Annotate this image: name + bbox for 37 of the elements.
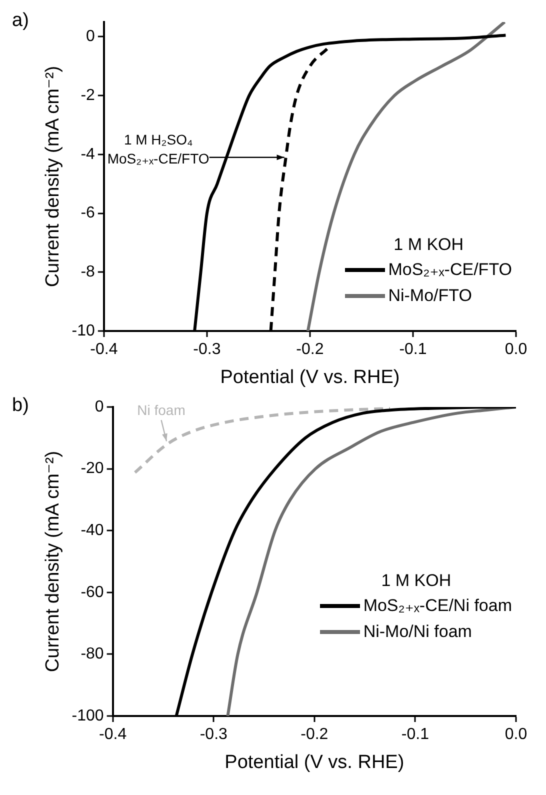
y-tick-label: -40	[80, 522, 104, 540]
y-tick-label: -8	[80, 264, 96, 281]
x-axis-title: Potential (V vs. RHE)	[224, 752, 404, 773]
legend-label: MoS₂₊ₓ-CE/FTO	[388, 260, 512, 280]
x-tick-label: 0.0	[504, 341, 528, 358]
line-series	[226, 407, 516, 716]
x-tick-label: -0.4	[90, 341, 118, 358]
x-tick-label: -0.2	[300, 726, 328, 744]
annotation: 1 M H₂SO₄ MoS₂₊ₓ-CE/FTO	[107, 130, 210, 169]
chart-title: a)	[12, 10, 29, 32]
x-tick-label: -0.1	[399, 341, 427, 358]
x-tick-label: -0.2	[296, 341, 324, 358]
x-tick-label: -0.3	[200, 726, 228, 744]
x-tick-label: -0.4	[99, 726, 127, 744]
x-tick-label: -0.1	[401, 726, 430, 744]
legend-title: 1 M KOH	[380, 570, 452, 591]
y-tick-label: 0	[94, 398, 104, 416]
legend-label: MoS₂₊ₓ-CE/Ni foam	[363, 596, 512, 616]
y-tick-label: -4	[80, 146, 96, 163]
x-tick-label: 0.0	[504, 726, 528, 744]
legend-title: 1 M KOH	[392, 235, 465, 255]
legend-label: Ni-Mo/Ni foam	[363, 622, 472, 642]
annotation: Ni foam	[137, 401, 186, 420]
x-axis-title: Potential (V vs. RHE)	[220, 366, 400, 388]
y-tick-label: -20	[80, 460, 104, 478]
x-tick-label: -0.3	[193, 341, 221, 358]
y-tick-label: 0	[86, 28, 96, 46]
legend-label: Ni-Mo/FTO	[388, 286, 472, 306]
y-tick-label: -80	[80, 646, 104, 663]
y-tick-label: -100	[72, 707, 104, 724]
y-tick-label: -10	[72, 322, 96, 340]
y-axis-title: Current density (mA cm⁻²)	[42, 450, 64, 672]
y-tick-label: -6	[80, 204, 96, 222]
y-tick-label: -60	[80, 584, 104, 601]
y-axis-title: Current density (mA cm⁻²)	[42, 66, 64, 288]
y-tick-label: -2	[80, 86, 96, 104]
chart-title: b)	[12, 395, 29, 417]
